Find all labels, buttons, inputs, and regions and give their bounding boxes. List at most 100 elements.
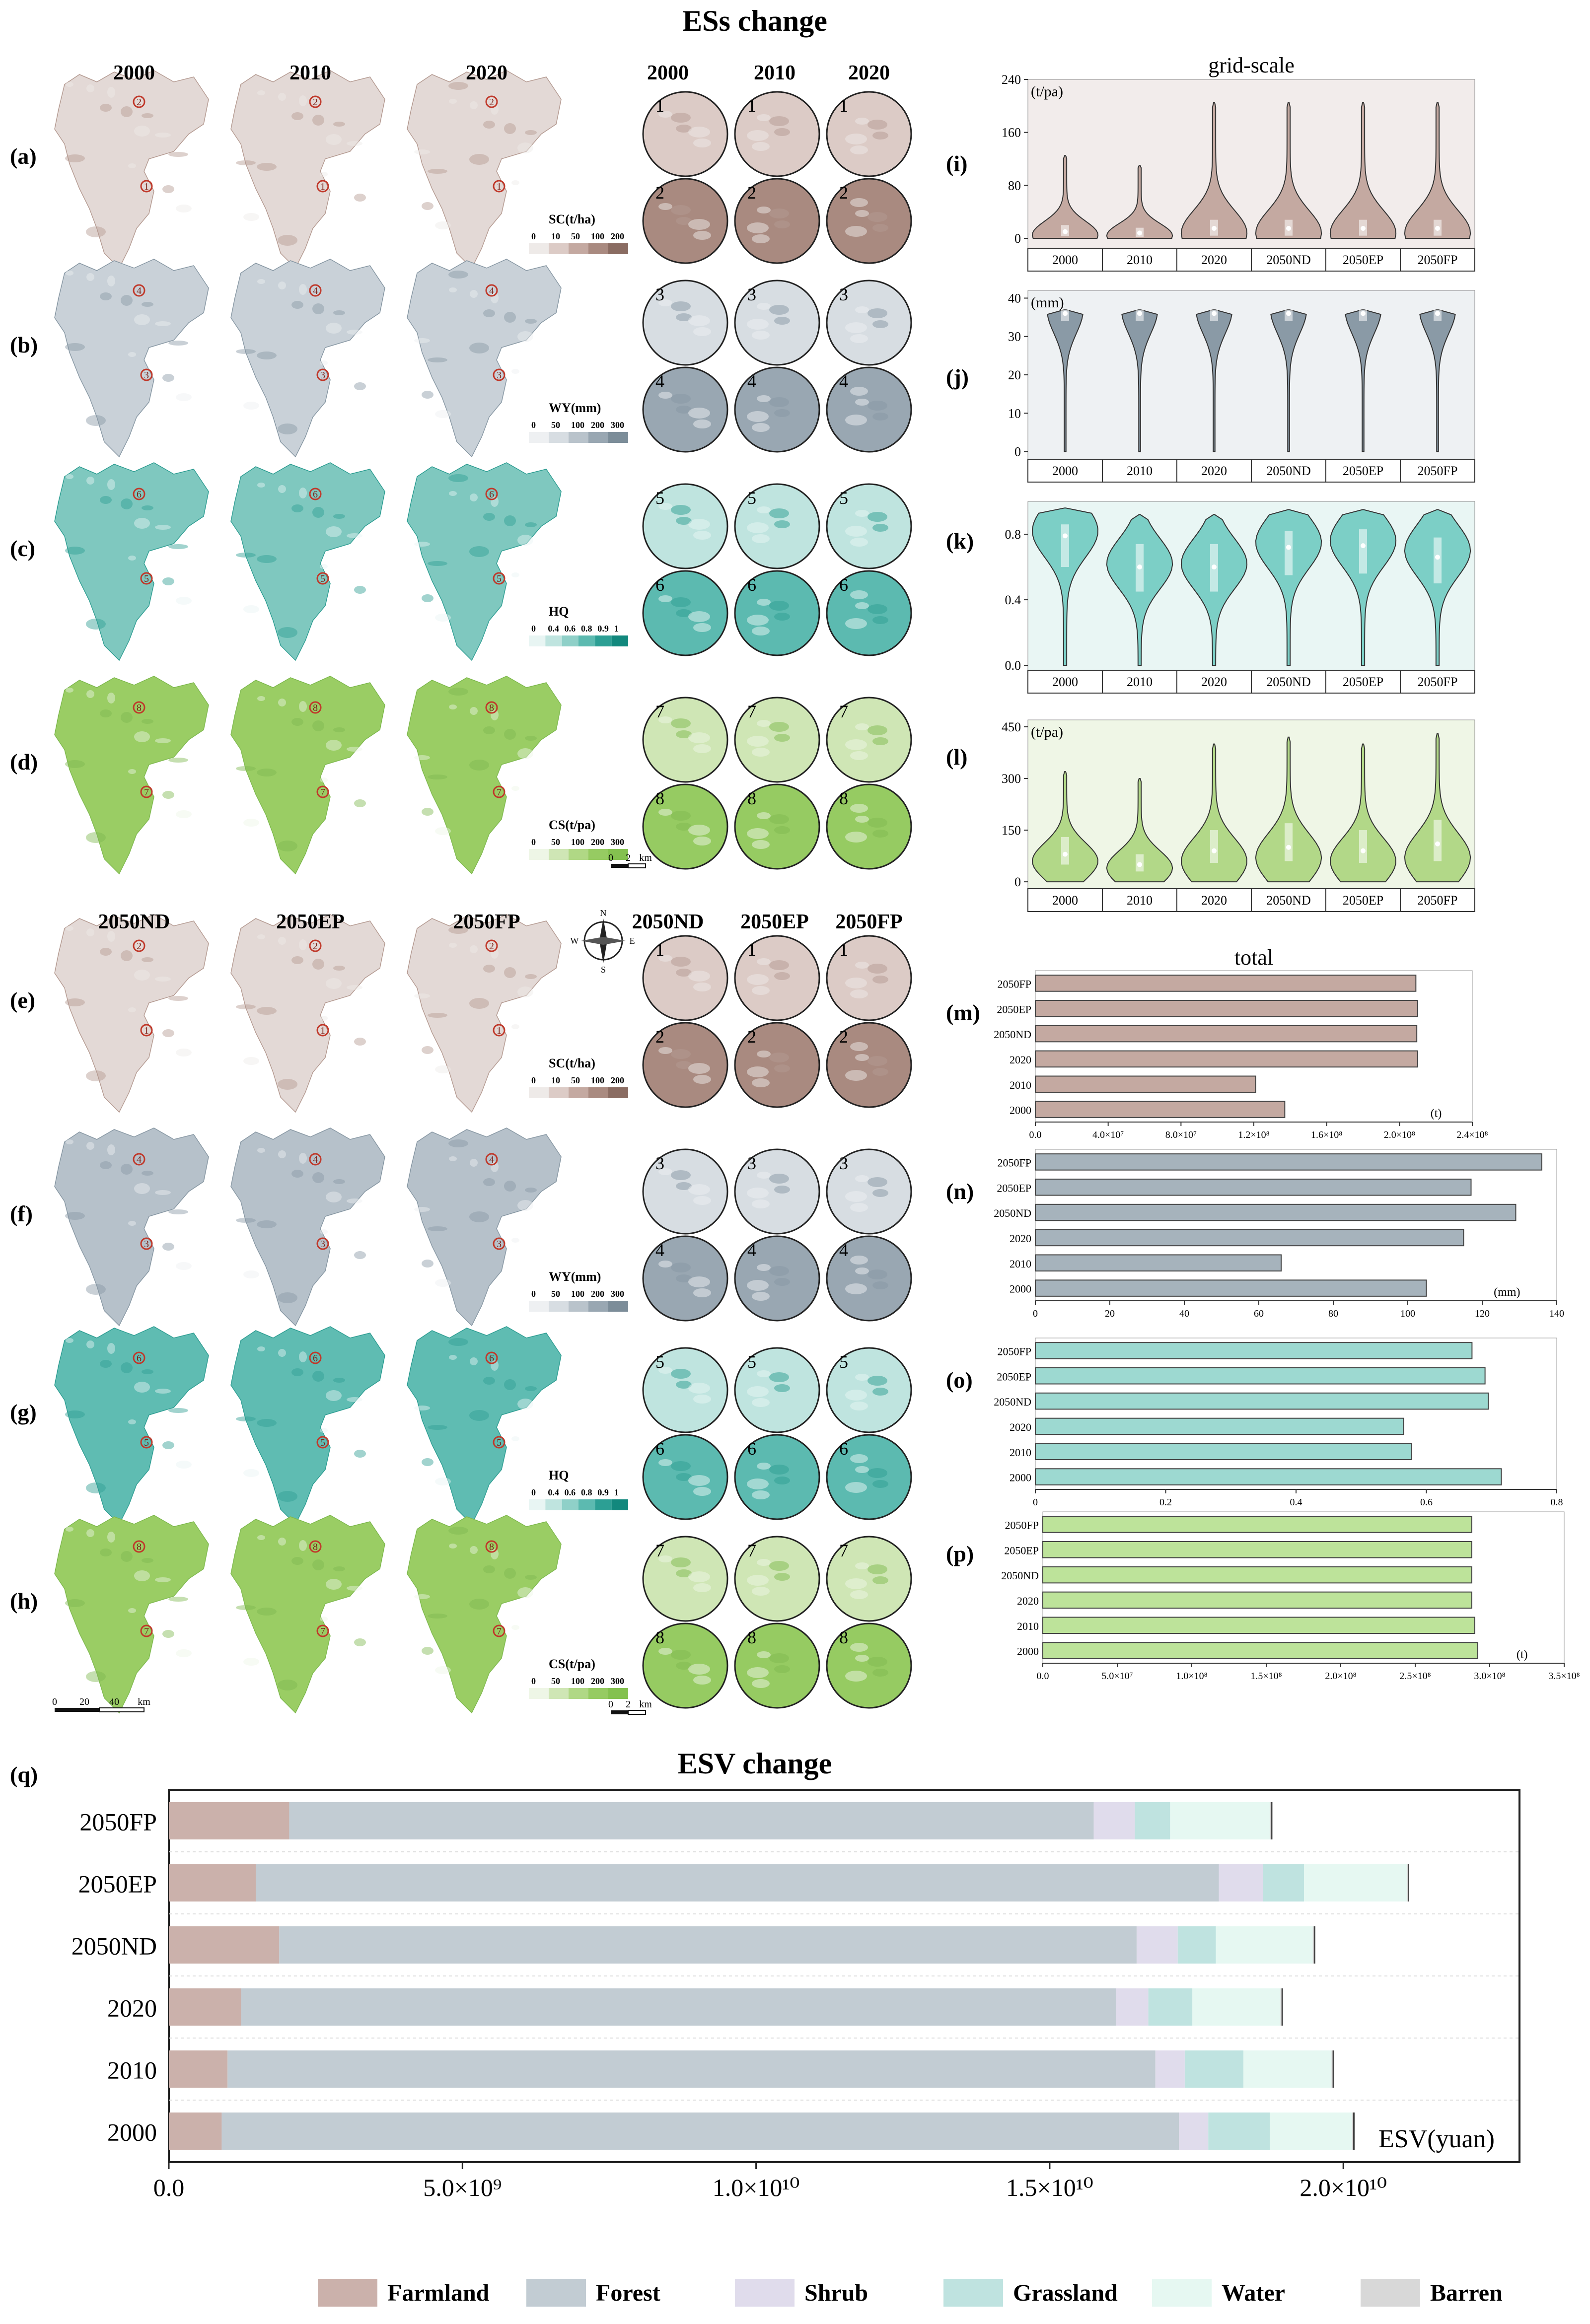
map-texture [333, 727, 345, 732]
zoom-texture [671, 597, 691, 607]
zoom-texture [747, 522, 769, 533]
zoom-texture [693, 1487, 711, 1496]
map-texture [168, 1209, 188, 1214]
zoom-circle: 4 [826, 366, 912, 453]
region-map [54, 1326, 209, 1525]
zoom-texture [850, 1454, 868, 1463]
map-texture [257, 1220, 277, 1228]
map-texture [100, 709, 112, 717]
zoom-texture [658, 203, 672, 210]
panel-label: (b) [10, 332, 38, 357]
violin-iqr [1359, 529, 1367, 574]
violin-body [1270, 309, 1307, 452]
map-texture [483, 965, 495, 973]
map-texture [312, 720, 324, 731]
map-texture [66, 926, 73, 931]
violin-median [1286, 311, 1291, 316]
map-texture [66, 1338, 73, 1343]
zoom-texture [867, 1376, 887, 1386]
map-texture [299, 95, 307, 106]
row-f-map-1: 43 [230, 1127, 385, 1327]
zoom-texture [676, 730, 692, 738]
zoom-id: 8 [747, 788, 756, 808]
zoom-texture [757, 1051, 771, 1057]
map-texture [134, 1570, 150, 1581]
map-texture [504, 515, 516, 526]
map-texture [517, 142, 533, 153]
zoom-texture [774, 1477, 790, 1484]
map-texture [100, 1549, 112, 1556]
zoom-texture [671, 1461, 691, 1471]
map-texture [86, 415, 106, 426]
zoom-texture [867, 212, 887, 222]
bar-chart-p: (p) 2050FP 2050EP 2050ND 2020 2010 2000 0.0 5.0×… [946, 1511, 1580, 1682]
map-texture [278, 235, 297, 246]
zoom-texture [757, 812, 771, 819]
zoom-circle: 3 [826, 280, 912, 366]
map-texture [65, 998, 85, 1006]
panel-label: (a) [10, 143, 37, 169]
zoom-texture [850, 751, 868, 760]
zoom-texture [688, 1664, 710, 1675]
map-texture [257, 1535, 265, 1540]
zoom-marker-label: 5 [497, 1437, 502, 1448]
zoom-texture [676, 823, 692, 831]
zoom-texture [769, 508, 789, 518]
violin-median [1361, 543, 1366, 549]
map-texture [168, 341, 188, 346]
bar [1035, 1075, 1256, 1093]
zoom-marker [140, 1624, 153, 1637]
zoom-texture [845, 415, 867, 425]
map-texture [347, 141, 362, 146]
zoom-texture [845, 618, 867, 629]
map-texture [142, 302, 153, 307]
violin-median [1286, 545, 1291, 550]
map-texture [66, 1139, 73, 1144]
zoom-id: 3 [655, 284, 664, 304]
map-texture [121, 1164, 133, 1175]
scalebar-small-2: 0 2 km [608, 1699, 652, 1715]
row-b-map-2: 43 [407, 259, 562, 458]
zoom-texture [872, 1480, 888, 1488]
legend-swatch [588, 849, 608, 860]
zoom-marker [493, 1024, 506, 1037]
zoom-texture [658, 111, 672, 118]
map-texture [155, 977, 171, 982]
zoom-marker [316, 572, 329, 585]
stacked-segment-farmland [169, 2050, 228, 2088]
legend-tick: 0 [531, 1289, 536, 1299]
row-b-map-1: 43 [230, 259, 385, 458]
stacked-segment-barren [1280, 1988, 1283, 2026]
y-tick-label: 0 [1014, 445, 1021, 459]
y-tick-label: 20 [1008, 368, 1021, 382]
map-texture [511, 1024, 519, 1029]
zoom-id: 1 [839, 96, 848, 116]
chart-title: grid-scale [1208, 53, 1294, 77]
zoom-header: 2020 [848, 62, 890, 84]
panel-label: (p) [946, 1541, 974, 1566]
bar [1035, 1254, 1282, 1272]
x-tick-label: 2050ND [1266, 675, 1311, 689]
violin-median [1212, 848, 1217, 853]
zoom-circle-fill [826, 1622, 912, 1709]
violin-iqr [1285, 531, 1293, 575]
map-texture [66, 1527, 73, 1532]
zoom-circle-fill [826, 1434, 912, 1520]
zoom-marker [485, 939, 498, 952]
map-texture [66, 271, 73, 276]
map-texture [299, 1540, 307, 1551]
zoom-circle: 4 [734, 1235, 820, 1322]
zoom-texture [747, 1188, 769, 1198]
map-texture [278, 1292, 297, 1303]
zoom-marker [316, 1237, 329, 1250]
row-f-map-2: 43 [407, 1127, 562, 1327]
legend-swatch [529, 243, 549, 254]
map-texture [354, 1251, 366, 1259]
zoom-texture [671, 394, 691, 404]
map-texture [236, 1218, 256, 1223]
zoom-texture [867, 1177, 887, 1187]
zoom-texture [757, 599, 771, 606]
scalebar-seg [628, 863, 646, 868]
zoom-marker [485, 701, 498, 714]
plot-area [1035, 1338, 1557, 1490]
